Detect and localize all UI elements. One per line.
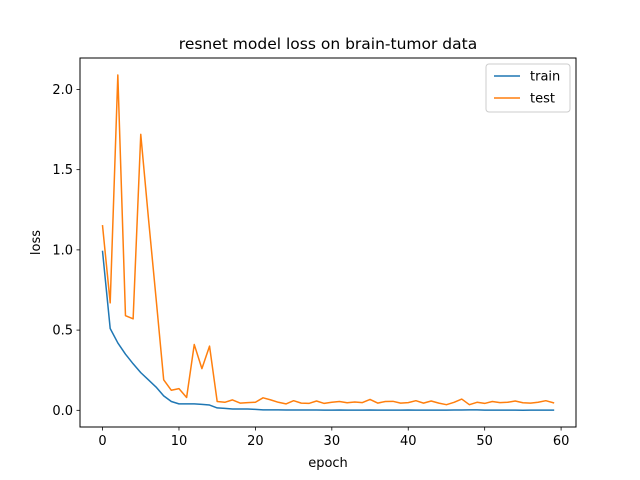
x-axis-label: epoch [308,456,348,471]
x-tick-label: 40 [400,434,417,449]
x-tick-label: 20 [247,434,264,449]
plot-area-frame [79,57,577,428]
x-tick-label: 50 [476,434,493,449]
chart-title: resnet model loss on brain-tumor data [179,35,477,53]
legend-label-test: test [530,92,555,107]
x-tick-label: 10 [171,434,188,449]
legend-label-train: train [530,70,560,85]
y-tick-label: 1.5 [52,163,73,178]
y-tick-label: 0.5 [52,324,73,339]
series-line-train [101,250,555,412]
x-axis-ticks: 0 10 20 30 40 50 60 [98,427,569,449]
y-tick-label: 1.0 [52,243,73,258]
legend: train test [485,63,571,113]
y-axis-ticks: 0.0 0.5 1.0 1.5 2.0 [52,83,80,419]
y-tick-label: 2.0 [52,83,73,98]
series-line-test [101,74,555,406]
y-axis-label: loss [29,230,44,255]
x-tick-label: 0 [98,434,106,449]
y-tick-label: 0.0 [52,404,73,419]
x-tick-label: 30 [324,434,341,449]
x-tick-label: 60 [553,434,570,449]
plot-lines [101,74,555,412]
